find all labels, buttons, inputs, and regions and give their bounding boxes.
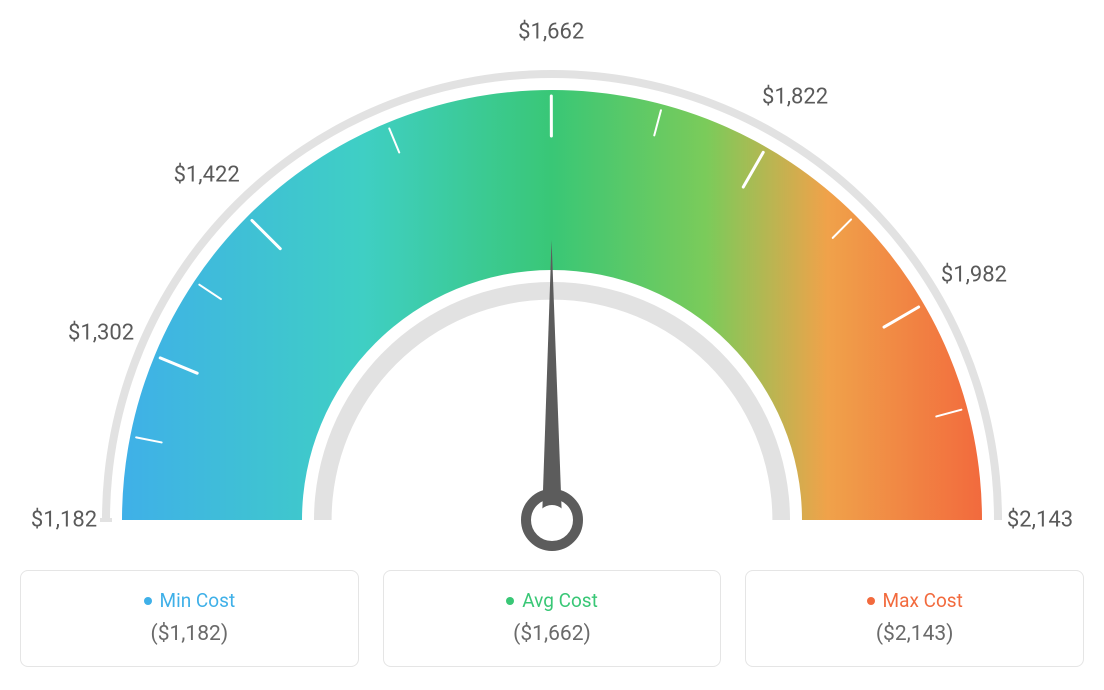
gauge-tick-label: $1,302: [68, 321, 134, 346]
gauge-tick-label: $1,982: [941, 262, 1007, 287]
gauge-svg: [20, 20, 1084, 560]
avg-cost-label: Avg Cost: [522, 589, 598, 612]
gauge-chart: $1,182 $1,302 $1,422 $1,662 $1,822 $1,982 $2,1…: [20, 20, 1084, 560]
avg-cost-title: Avg Cost: [506, 589, 598, 612]
max-cost-value: ($2,143): [766, 622, 1063, 646]
gauge-tick-label: $1,662: [518, 20, 584, 45]
min-cost-card: Min Cost ($1,182): [20, 570, 359, 667]
gauge-tick-label: $1,182: [31, 508, 97, 533]
min-cost-label: Min Cost: [160, 589, 236, 612]
max-cost-title: Max Cost: [867, 589, 963, 612]
max-cost-label: Max Cost: [883, 589, 963, 612]
gauge-tick-label: $1,822: [762, 84, 828, 109]
gauge-tick-label: $2,143: [1007, 508, 1073, 533]
min-cost-value: ($1,182): [41, 622, 338, 646]
min-cost-title: Min Cost: [144, 589, 236, 612]
max-dot-icon: [867, 597, 875, 605]
avg-cost-card: Avg Cost ($1,662): [383, 570, 722, 667]
max-cost-card: Max Cost ($2,143): [745, 570, 1084, 667]
avg-cost-value: ($1,662): [404, 622, 701, 646]
gauge-tick-label: $1,422: [174, 163, 240, 188]
min-dot-icon: [144, 597, 152, 605]
avg-dot-icon: [506, 597, 514, 605]
summary-cards: Min Cost ($1,182) Avg Cost ($1,662) Max …: [20, 570, 1084, 667]
cost-gauge-widget: $1,182 $1,302 $1,422 $1,662 $1,822 $1,982 $2,1…: [20, 20, 1084, 667]
